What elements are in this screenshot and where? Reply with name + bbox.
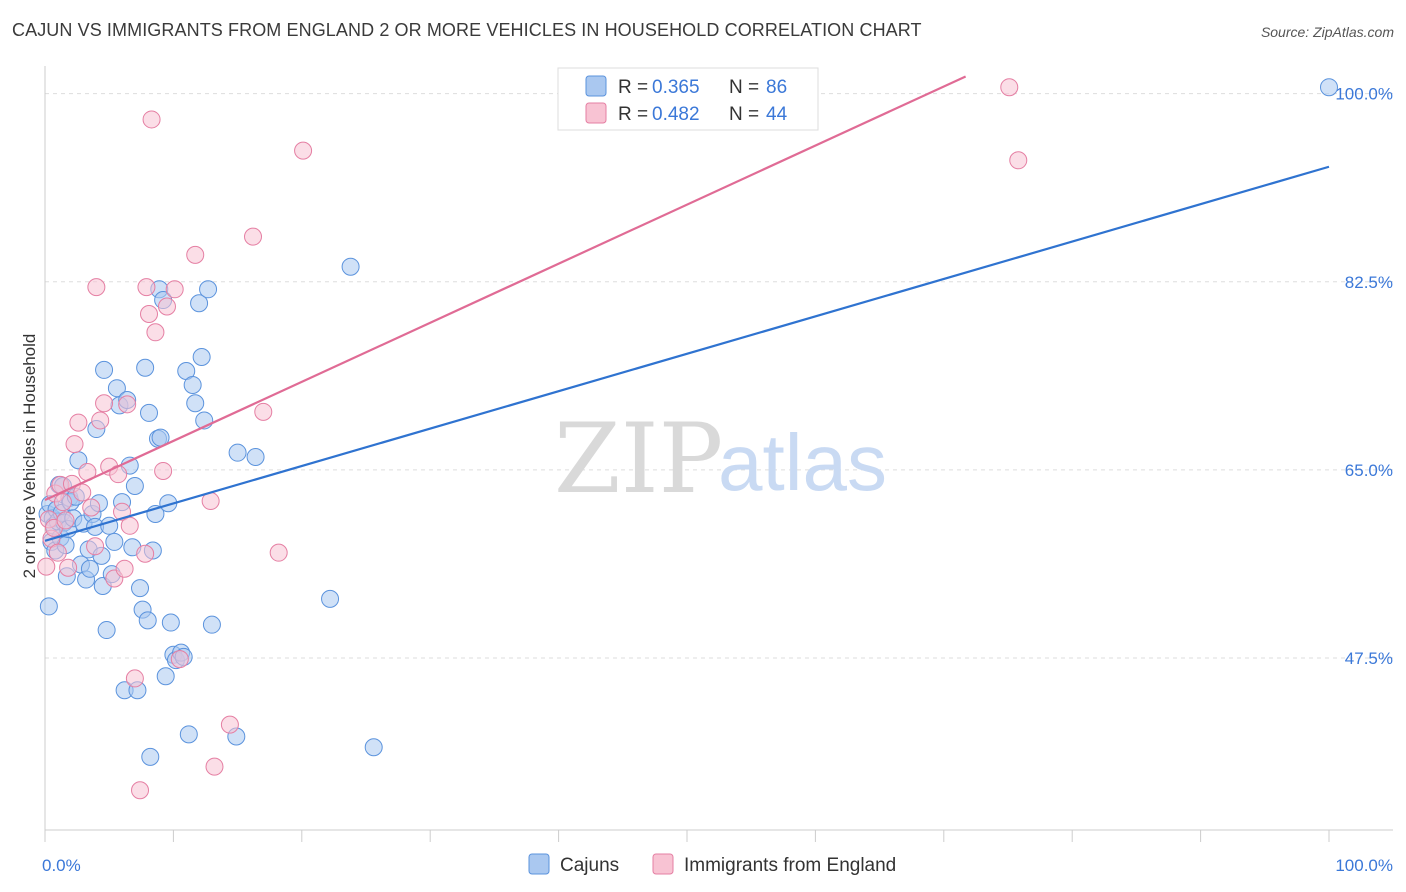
cajun-point: [341, 257, 360, 276]
y-tick-label: 47.5%: [1345, 649, 1393, 668]
legend-n-label-cajun: N =: [729, 77, 759, 98]
legend-r-label-cajun: R =: [618, 77, 648, 98]
cajun-point: [1320, 78, 1338, 97]
cajun-point: [199, 280, 218, 299]
bottom-legend-england: Immigrants from England: [684, 855, 896, 876]
england-point: [95, 394, 114, 413]
cajun-point: [140, 403, 159, 422]
cajun-point: [95, 360, 114, 379]
watermark-atlas: atlas: [718, 418, 887, 507]
axes: [44, 66, 1393, 842]
england-point: [1000, 78, 1019, 97]
correlation-legend: R = 0.365 N = 86 R = 0.482 N = 44: [557, 67, 819, 131]
england-point: [65, 435, 84, 454]
gridlines: [45, 93, 1393, 659]
england-point: [115, 559, 134, 578]
cajun-point: [364, 738, 383, 757]
cajun-trend-line: [44, 165, 1330, 542]
legend-swatch-cajun: [585, 75, 607, 97]
cajun-point: [80, 559, 99, 578]
england-point: [142, 110, 161, 129]
cajun-point: [228, 443, 247, 462]
cajun-point: [202, 615, 221, 634]
england-point: [53, 493, 72, 512]
source-credit: Source: ZipAtlas.com: [1260, 24, 1394, 40]
england-point: [37, 557, 56, 576]
england-point: [254, 402, 273, 421]
england-point: [1009, 151, 1028, 170]
england-point: [244, 227, 263, 246]
england-point: [87, 278, 106, 297]
y-tick-label: 82.5%: [1345, 273, 1393, 292]
england-point: [165, 280, 184, 299]
england-point: [140, 305, 159, 324]
england-point: [120, 516, 139, 535]
england-trend-line: [44, 75, 967, 501]
england-point: [59, 558, 78, 577]
cajun-point: [125, 477, 144, 496]
cajun-point: [105, 532, 124, 551]
england-point: [91, 411, 110, 430]
chart-title: CAJUN VS IMMIGRANTS FROM ENGLAND 2 OR MO…: [12, 20, 922, 40]
england-point: [118, 395, 137, 414]
england-point: [146, 323, 165, 342]
bottom-legend-swatch-cajun: [528, 853, 550, 875]
y-tick-labels: 47.5% 65.0% 82.5% 100.0%: [1335, 85, 1393, 668]
x-tick-label: 0.0%: [42, 856, 81, 875]
watermark-zip: ZIP: [554, 403, 723, 515]
legend-r-value-cajun: 0.365: [652, 77, 700, 98]
england-point: [294, 141, 313, 160]
england-point: [186, 245, 205, 264]
legend-swatch-england: [585, 102, 607, 124]
cajun-point: [97, 621, 116, 640]
legend-n-value-england: 44: [766, 104, 788, 125]
trend-lines: [44, 75, 1330, 542]
england-point: [137, 278, 156, 297]
bottom-legend-swatch-england: [652, 853, 674, 875]
england-point: [269, 543, 288, 562]
cajun-point: [179, 725, 198, 744]
cajun-point: [183, 375, 202, 394]
bottom-legend-cajun: Cajuns: [560, 855, 619, 876]
cajun-point: [107, 379, 126, 398]
cajun-point: [39, 597, 58, 616]
england-point: [170, 650, 189, 669]
cajun-point: [186, 394, 205, 413]
watermark: ZIP atlas: [554, 403, 887, 515]
cajun-point: [246, 447, 265, 466]
cajun-point: [156, 667, 175, 686]
england-point: [82, 498, 101, 517]
england-point: [131, 781, 150, 800]
cajun-point: [138, 611, 157, 630]
x-tick-label: 100.0%: [1335, 856, 1393, 875]
england-point: [205, 757, 224, 776]
cajun-point: [192, 348, 211, 367]
legend-r-label-england: R =: [618, 104, 648, 125]
cajun-point: [321, 589, 340, 608]
england-point: [220, 715, 239, 734]
x-tick-labels: 0.0% 100.0%: [42, 856, 1393, 875]
cajun-point: [161, 613, 180, 632]
cajun-point: [131, 579, 150, 598]
cajun-point: [136, 358, 155, 377]
y-tick-label: 65.0%: [1345, 461, 1393, 480]
england-point: [69, 413, 88, 432]
legend-r-value-england: 0.482: [652, 104, 700, 125]
england-points: [37, 78, 1028, 800]
cajun-point: [190, 294, 209, 313]
england-point: [157, 297, 176, 316]
england-point: [48, 543, 67, 562]
england-point: [125, 669, 144, 688]
england-point: [154, 461, 173, 480]
england-point: [86, 537, 105, 556]
cajun-point: [141, 747, 160, 766]
legend-n-value-cajun: 86: [766, 77, 787, 98]
england-point: [56, 511, 75, 530]
series-legend: Cajuns Immigrants from England: [528, 853, 896, 876]
y-axis-label: 2 or more Vehicles in Household: [20, 334, 39, 579]
legend-n-label-england: N =: [729, 104, 759, 125]
england-point: [136, 544, 155, 563]
y-tick-label: 100.0%: [1335, 85, 1393, 104]
